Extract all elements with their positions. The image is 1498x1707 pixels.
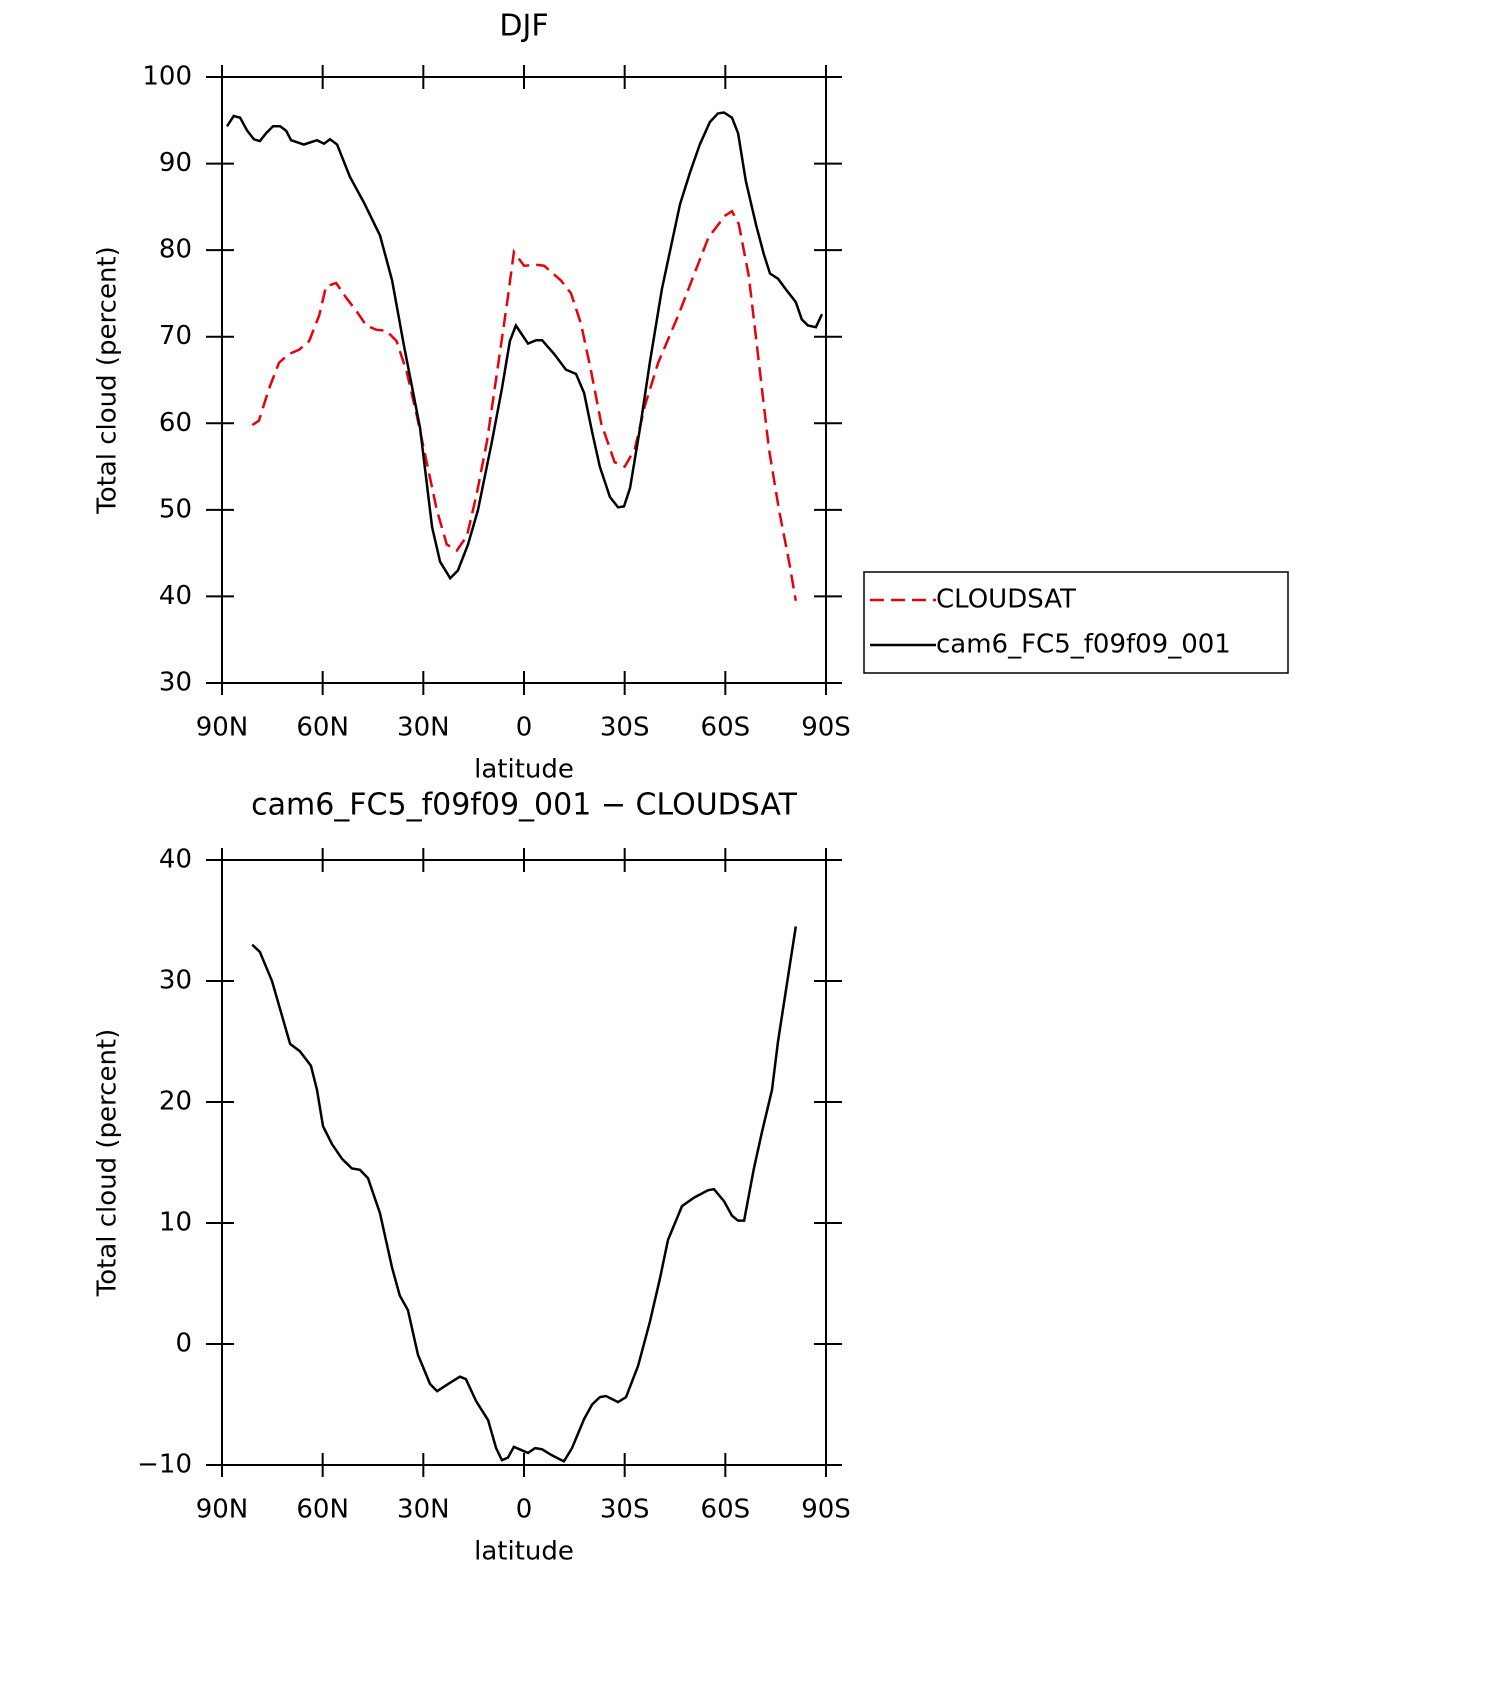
x-tick-label: 0	[516, 713, 533, 743]
x-tick-label: 30N	[397, 1495, 450, 1525]
x-tick-label: 90S	[801, 713, 851, 743]
y-tick-label: 40	[159, 845, 192, 875]
chart-title: DJF	[499, 9, 548, 44]
x-tick-label: 90N	[196, 1495, 249, 1525]
x-tick-label: 60S	[701, 1495, 751, 1525]
data-line	[225, 111, 824, 581]
y-tick-label: 60	[159, 408, 192, 438]
legend-label: cam6_FC5_f09f09_001	[936, 630, 1231, 660]
x-tick-label: 30S	[600, 713, 650, 743]
x-tick-label: 30S	[600, 1495, 650, 1525]
x-tick-label: 60N	[296, 1495, 349, 1525]
y-axis-label: Total cloud (percent)	[93, 246, 123, 515]
chart-title: cam6_FC5_f09f09_001 − CLOUDSAT	[251, 788, 797, 823]
y-tick-label: 40	[159, 581, 192, 611]
data-line	[251, 209, 798, 602]
y-tick-label: 20	[159, 1087, 192, 1117]
x-tick-label: 60N	[296, 713, 349, 743]
x-tick-label: 0	[516, 1495, 533, 1525]
data-line	[251, 926, 798, 1464]
y-axis-label: Total cloud (percent)	[93, 1029, 123, 1298]
y-tick-label: 30	[159, 668, 192, 698]
y-tick-label: 30	[159, 966, 192, 996]
y-tick-label: 70	[159, 321, 192, 351]
x-axis-label: latitude	[474, 755, 574, 785]
y-tick-label: 80	[159, 235, 192, 265]
plot-frame	[221, 76, 827, 684]
legend-label: CLOUDSAT	[936, 585, 1076, 615]
x-axis-label: latitude	[474, 1537, 574, 1567]
y-tick-label: 10	[159, 1208, 192, 1238]
legend-box	[863, 571, 1289, 674]
y-tick-label: 90	[159, 148, 192, 178]
x-tick-label: 90S	[801, 1495, 851, 1525]
plot-frame	[221, 859, 827, 1466]
x-tick-label: 90N	[196, 713, 249, 743]
x-tick-label: 60S	[701, 713, 751, 743]
y-tick-label: 100	[142, 62, 192, 92]
y-tick-label: −10	[137, 1450, 192, 1480]
x-tick-label: 30N	[397, 713, 450, 743]
y-tick-label: 50	[159, 494, 192, 524]
y-tick-label: 0	[175, 1329, 192, 1359]
